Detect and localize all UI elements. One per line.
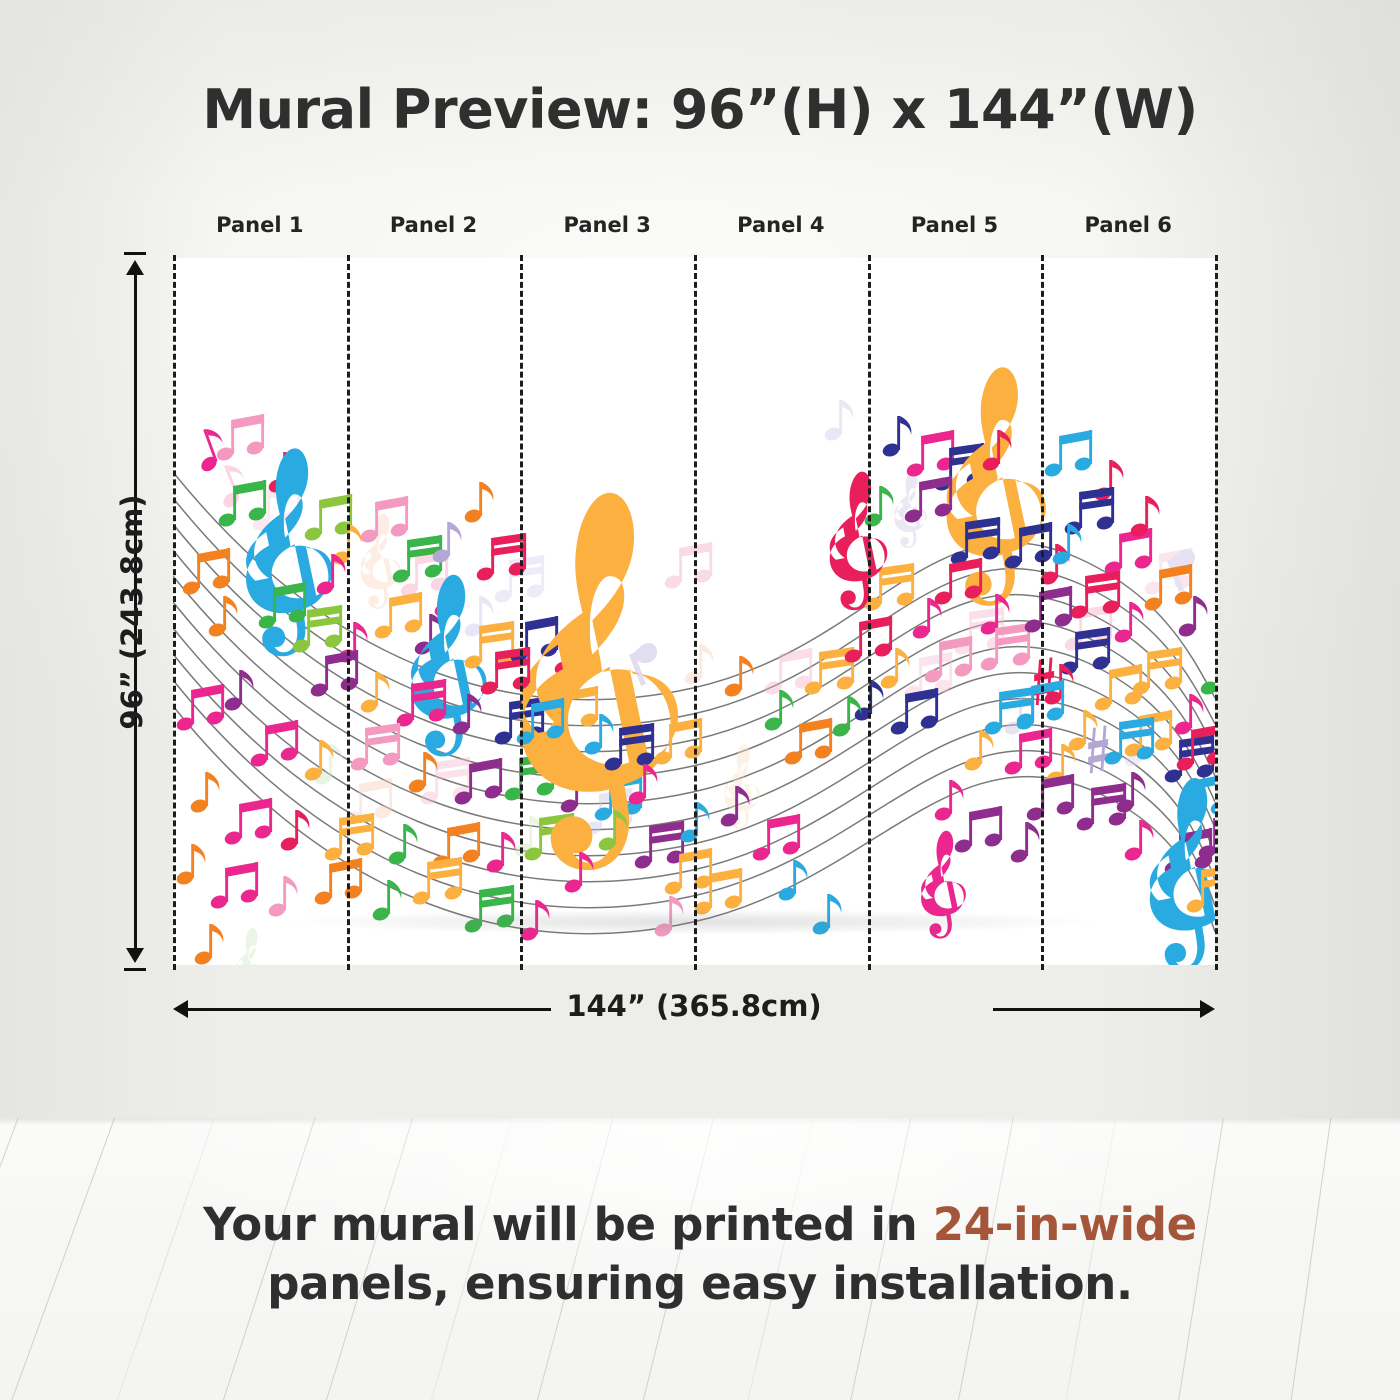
height-arrow-shaft <box>134 272 137 951</box>
panel-label-2: Panel 2 <box>389 213 478 237</box>
height-dimension-arrow <box>118 252 152 971</box>
panel-label-6: Panel 6 <box>1084 213 1172 237</box>
panel-divider-5 <box>1041 255 1045 970</box>
height-label: 96” (243.8cm) <box>115 493 149 730</box>
width-label-row: 144” (365.8cm) <box>173 989 1215 1023</box>
panel-label-4: Panel 4 <box>737 213 825 237</box>
height-arrowhead-down <box>126 948 144 963</box>
width-label: 144” (365.8cm) <box>566 989 822 1023</box>
footer-caption: Your mural will be printed in 24-in-wide… <box>0 1196 1400 1313</box>
height-label-wrapper: 96” (243.8cm) <box>96 258 149 965</box>
panel-label-5: Panel 5 <box>910 213 999 237</box>
wood-floor <box>0 1118 1400 1400</box>
panel-label-1: Panel 1 <box>216 213 304 237</box>
width-arrowhead-left <box>173 1000 188 1018</box>
panel-divider-4 <box>867 255 871 970</box>
caption-line-1: Your mural will be printed in 24-in-wide <box>0 1196 1400 1255</box>
width-dimension-arrow: 144” (365.8cm) <box>173 989 1215 1025</box>
panel-divider-6 <box>1215 255 1218 970</box>
panel-divider-1 <box>346 255 350 970</box>
width-arrow-shaft-left <box>183 1008 551 1011</box>
caption-line1-before: Your mural will be printed in <box>203 1198 933 1251</box>
music-notes-wave-svg <box>173 367 1215 965</box>
page-title: Mural Preview: 96”(H) x 144”(W) <box>202 78 1198 141</box>
height-cap-bottom <box>124 968 146 971</box>
panel-label-3: Panel 3 <box>563 213 651 237</box>
panel-divider-0 <box>173 255 176 970</box>
caption-accent: 24-in-wide <box>932 1198 1197 1251</box>
width-arrowhead-right <box>1200 1000 1215 1018</box>
panel-divider-2 <box>520 255 524 970</box>
staff-lines <box>173 471 1215 935</box>
caption-line-2: panels, ensuring easy installation. <box>267 1256 1133 1310</box>
panel-divider-3 <box>694 255 697 970</box>
width-arrow-shaft-right <box>993 1008 1205 1011</box>
floor-highlight <box>0 1118 1400 1400</box>
height-arrowhead-up <box>126 260 144 275</box>
height-cap-top <box>124 252 146 255</box>
